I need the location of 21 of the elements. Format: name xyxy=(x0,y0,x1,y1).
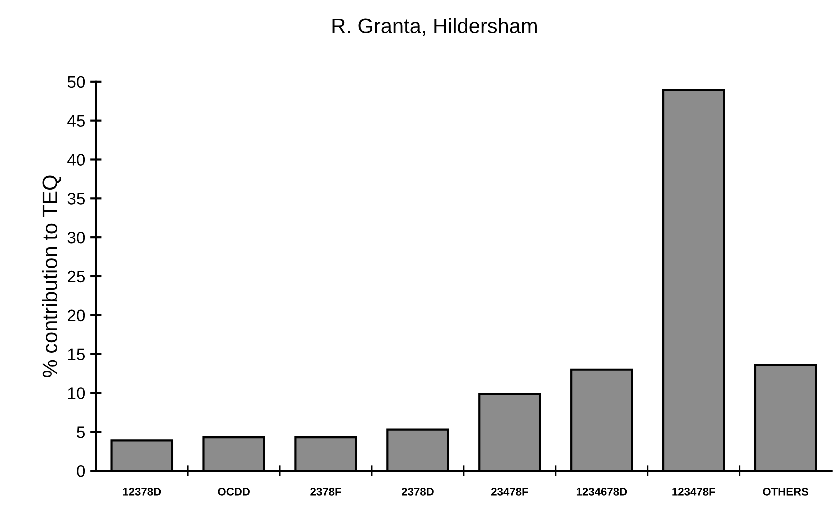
x-tick-label: 12378D xyxy=(123,488,162,496)
y-tick-label: 30 xyxy=(68,232,86,244)
x-tick-label: 2378D xyxy=(402,488,434,496)
x-tick-label: 2378F xyxy=(310,488,342,496)
chart-title: R. Granta, Hildersham xyxy=(332,18,537,36)
y-tick-label: 20 xyxy=(68,310,86,322)
y-tick-label: 25 xyxy=(68,270,86,283)
y-tick-label: 45 xyxy=(68,115,86,128)
x-tick-label: 123478F xyxy=(672,488,716,496)
y-tick-label: 10 xyxy=(68,388,86,400)
x-tick-label: 23478F xyxy=(492,488,528,496)
x-tick-label: 1234678D xyxy=(576,488,628,496)
y-tick-label: 40 xyxy=(68,154,86,166)
y-tick-label: 35 xyxy=(68,193,86,205)
y-tick-label: 5 xyxy=(77,426,86,438)
x-tick-label: OCDD xyxy=(218,488,250,496)
x-tick-label: OTHERS xyxy=(763,488,809,496)
y-tick-label: 0 xyxy=(77,465,86,478)
y-axis-title: % contribution to TEQ xyxy=(42,176,62,378)
y-tick-label: 15 xyxy=(68,348,86,361)
y-tick-label: 50 xyxy=(68,76,86,88)
